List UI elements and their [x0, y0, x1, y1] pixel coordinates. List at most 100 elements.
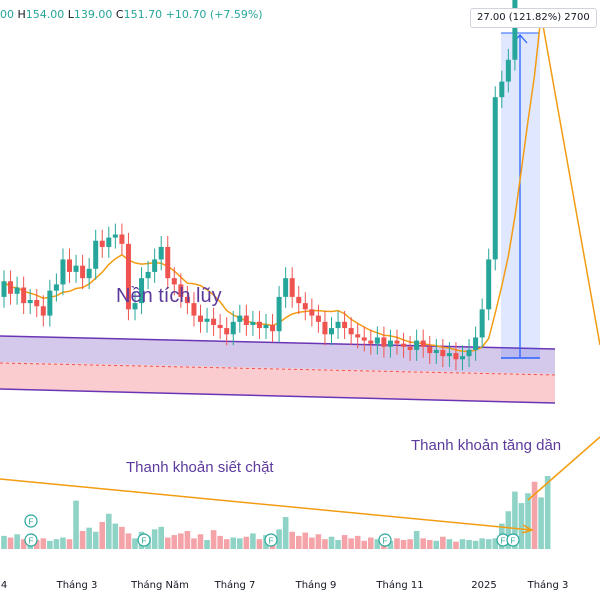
- candle: [256, 321, 262, 329]
- volume-bar: [184, 530, 191, 549]
- candle: [224, 328, 230, 335]
- candle: [492, 97, 498, 260]
- volume-bar: [14, 534, 20, 549]
- volume-bar: [230, 537, 237, 549]
- candle: [145, 271, 151, 279]
- earnings-marker-label: F: [142, 537, 147, 546]
- ohlc-high-label: H: [17, 8, 26, 21]
- ohlc-close-label: C: [115, 8, 124, 21]
- volume-rise-trend: [527, 436, 600, 501]
- earnings-marker: [24, 514, 38, 528]
- volume-bar: [315, 534, 322, 549]
- candle: [479, 309, 485, 338]
- earnings-marker-label: F: [501, 537, 506, 546]
- volume-bar: [204, 539, 210, 549]
- volume-bar: [394, 538, 400, 549]
- volume-bar: [125, 533, 132, 549]
- candle: [80, 265, 86, 279]
- earnings-marker: [378, 533, 392, 547]
- volume-bar: [426, 539, 433, 549]
- candle: [237, 315, 243, 322]
- candle: [152, 259, 158, 272]
- candle: [198, 315, 203, 322]
- candle: [335, 321, 341, 329]
- volume-bar: [164, 537, 171, 549]
- candle: [342, 321, 348, 329]
- candle: [27, 300, 33, 304]
- candle: [132, 303, 138, 310]
- candle: [427, 346, 433, 354]
- candle: [486, 259, 492, 310]
- candle: [211, 318, 217, 325]
- volume-bar: [368, 537, 374, 549]
- ohlc-change: +10.70 (+7.59%): [165, 8, 263, 21]
- x-tick-label: Tháng 11: [376, 580, 424, 591]
- candle: [283, 278, 289, 297]
- candle: [453, 353, 459, 360]
- candle: [34, 300, 40, 307]
- candle: [446, 353, 452, 357]
- volume-bar: [289, 531, 295, 549]
- candle: [40, 306, 46, 316]
- candle: [466, 349, 472, 357]
- candle: [361, 337, 367, 341]
- x-tick-label: Tháng 9: [295, 580, 337, 591]
- candle: [139, 278, 145, 304]
- candle: [217, 324, 223, 329]
- candle: [512, 0, 518, 60]
- volume-bar: [66, 539, 73, 549]
- volume-bar: [223, 539, 230, 549]
- candle: [355, 334, 361, 338]
- volume-bar: [433, 540, 440, 549]
- moving-average: [3, 14, 600, 353]
- candle: [263, 324, 269, 329]
- candle: [440, 349, 446, 357]
- volume-bar: [53, 539, 60, 549]
- candle: [309, 309, 315, 316]
- earnings-marker-label: F: [29, 537, 34, 546]
- volume-bar: [7, 537, 14, 549]
- x-tick-label: Tháng 3: [527, 580, 569, 591]
- candle: [67, 259, 72, 272]
- candle: [289, 278, 295, 297]
- volume-bar: [512, 491, 518, 549]
- candle: [165, 246, 171, 279]
- candle: [505, 59, 511, 82]
- volume-bar: [60, 537, 66, 549]
- volume-bar: [79, 530, 86, 549]
- ohlc-low-label: L: [67, 8, 74, 21]
- candle: [322, 321, 328, 335]
- candles: [1, 0, 518, 371]
- candle: [112, 234, 118, 238]
- volume-bar: [20, 539, 27, 549]
- candle: [125, 243, 131, 310]
- candle: [184, 296, 190, 304]
- volume-bar: [492, 538, 499, 549]
- ohlc-high: 154.00: [25, 8, 65, 21]
- price-range-measure[interactable]: [501, 32, 540, 359]
- candle: [86, 268, 92, 279]
- volume-bar: [400, 539, 407, 549]
- candle: [53, 284, 59, 291]
- volume-bar: [309, 537, 315, 549]
- candle: [93, 240, 99, 269]
- earnings-marker: [264, 533, 278, 547]
- volume-bar: [33, 539, 40, 549]
- candle: [414, 340, 420, 350]
- channel-mid-line: [0, 362, 556, 376]
- volume-bar: [73, 500, 79, 549]
- candle: [60, 259, 66, 285]
- volume-bar: [472, 540, 479, 549]
- volume-bar: [256, 539, 263, 549]
- volume-bar: [282, 517, 289, 549]
- candle: [315, 315, 321, 322]
- volume-bar: [191, 538, 197, 549]
- volume-bar: [459, 539, 466, 549]
- volume-decline-arrowhead: [521, 524, 534, 534]
- volume-bar: [151, 529, 158, 549]
- earnings-markers: FF F F F F F: [24, 514, 520, 547]
- volume-bar: [446, 539, 453, 549]
- candle: [204, 318, 210, 322]
- volume-bar: [387, 540, 394, 549]
